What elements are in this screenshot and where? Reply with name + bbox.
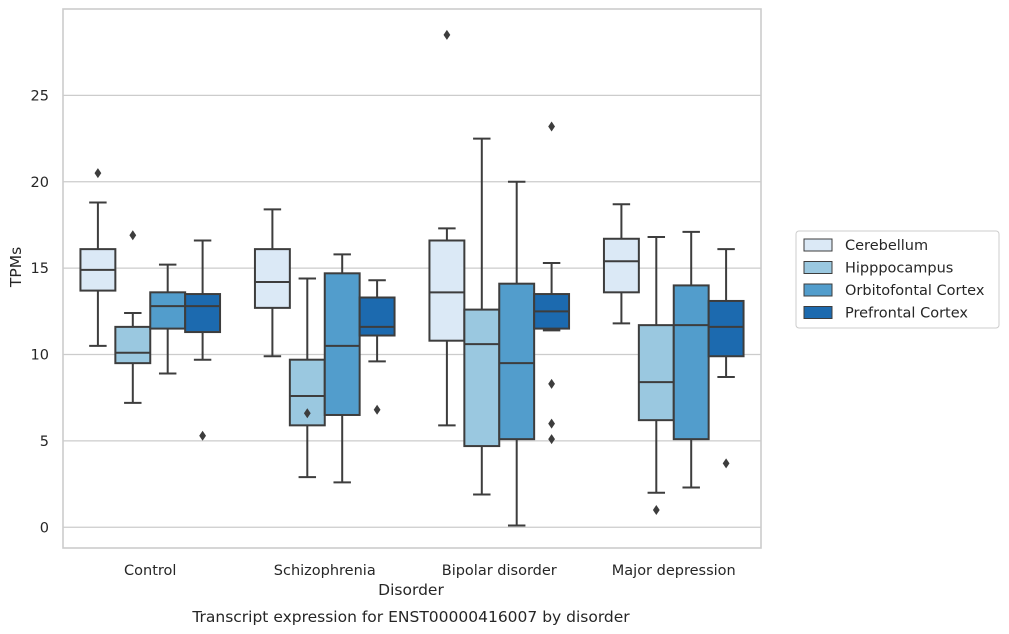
box-cerebellum [253,208,291,358]
outlier-point [548,434,555,445]
legend-frame [795,230,1000,329]
outlier-point [548,121,555,132]
legend-entry: Prefrontal Cortex [803,306,968,322]
box-orbitofontal-cortex [149,263,187,375]
x-axis-title: Disorder [378,581,444,599]
iqr-box [253,248,291,309]
box-prefrontal-cortex [358,279,396,415]
x-tick-label: Bipolar disorder [442,563,557,579]
y-gridlines [63,94,761,528]
box-cerebellum [428,29,466,427]
iqr-box [114,325,152,365]
box-cerebellum [79,168,117,347]
iqr-box [672,284,710,441]
box-hipppocampus [463,137,501,496]
box-hipppocampus [114,230,152,404]
box-prefrontal-cortex [533,121,571,445]
plot-frame [62,8,762,549]
y-axis-ticks: 0 5 10 15 20 25 [31,88,49,536]
y-tick-label: 5 [40,434,49,450]
legend-label: Orbitofontal Cortex [845,283,985,299]
outlier-point [129,230,137,241]
outlier-point [652,504,660,515]
legend-swatch [803,261,833,274]
iqr-box [428,239,466,342]
legend-swatch [803,238,833,252]
outlier-point [443,29,451,40]
outlier-point [94,168,102,179]
iqr-box [184,293,222,334]
iqr-box [149,291,187,330]
legend-swatch [803,306,833,319]
chart-caption: Transcript expression for ENST0000041600… [191,608,630,626]
iqr-box [323,272,361,416]
y-tick-label: 0 [40,520,49,536]
iqr-box [358,296,396,337]
y-tick-label: 10 [31,348,49,364]
legend-swatch [803,283,833,297]
legend-entry: Cerebellum [803,238,928,254]
iqr-box [498,282,536,441]
box-orbitofontal-cortex [498,180,536,527]
x-axis-ticks: Control Schizophrenia Bipolar disorder Majo… [124,563,736,579]
outlier-point [548,378,555,389]
legend-entry: Hipppocampus [803,261,953,277]
box-cerebellum [602,203,640,325]
outlier-point [722,458,730,469]
x-tick-label: Major depression [612,563,736,579]
outlier-point [548,418,555,429]
outlier-point [199,430,206,441]
box-prefrontal-cortex [707,248,745,469]
iqr-box [602,237,640,294]
legend-label: Prefrontal Cortex [845,306,968,322]
y-tick-label: 25 [31,88,49,104]
legend: Cerebellum Hipppocampus Orbitofontal Corte… [795,230,1000,329]
box-orbitofontal-cortex [323,253,361,484]
iqr-box [463,308,501,448]
legend-label: Hipppocampus [845,261,953,277]
legend-entry: Orbitofontal Cortex [803,283,985,299]
y-tick-label: 20 [31,175,49,191]
legend-label: Cerebellum [845,238,928,254]
x-tick-label: Schizophrenia [274,563,376,579]
y-axis-title: TPMs [7,247,25,288]
iqr-box [637,324,675,422]
box-orbitofontal-cortex [672,230,710,489]
outlier-point [373,404,381,415]
y-tick-label: 15 [31,261,49,277]
box-plot-area [79,29,745,527]
box-hipppocampus [288,277,326,479]
iqr-box [707,299,745,358]
box-hipppocampus [637,236,675,515]
outlier-point [303,408,311,419]
x-tick-label: Control [124,563,176,579]
box-prefrontal-cortex [184,239,222,441]
